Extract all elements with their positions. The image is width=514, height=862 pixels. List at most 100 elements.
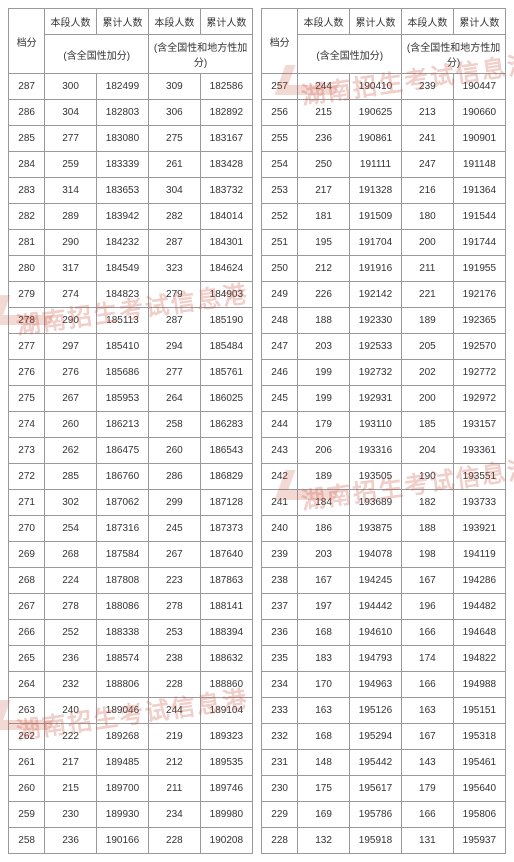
cell-score: 236 — [262, 620, 298, 646]
table-row: 241184193689182193733 — [262, 490, 506, 516]
cell-value: 195640 — [453, 776, 505, 802]
col-seg2: 本段人数 — [149, 9, 201, 35]
cell-value: 187863 — [200, 568, 252, 594]
cell-value: 184014 — [200, 204, 252, 230]
cell-value: 182499 — [96, 74, 148, 100]
table-row: 276276185686277185761 — [9, 360, 253, 386]
cell-score: 253 — [262, 178, 298, 204]
table-row: 230175195617179195640 — [262, 776, 506, 802]
table-row: 254250191111247191148 — [262, 152, 506, 178]
cell-value: 190901 — [453, 126, 505, 152]
table-row: 262222189268219189323 — [9, 724, 253, 750]
cell-value: 185113 — [96, 308, 148, 334]
left-tbody: 2873001824993091825862863041828033061828… — [9, 74, 253, 854]
cell-value: 189980 — [200, 802, 252, 828]
table-row: 245199192931200192972 — [262, 386, 506, 412]
table-row: 258236190166228190208 — [9, 828, 253, 854]
cell-score: 249 — [262, 282, 298, 308]
cell-value: 168 — [298, 724, 350, 750]
table-row: 233163195126163195151 — [262, 698, 506, 724]
cell-value: 299 — [149, 490, 201, 516]
cell-value: 285 — [45, 464, 97, 490]
cell-value: 188860 — [200, 672, 252, 698]
cell-value: 183653 — [96, 178, 148, 204]
cell-value: 186543 — [200, 438, 252, 464]
cell-score: 260 — [9, 776, 45, 802]
cell-value: 290 — [45, 230, 97, 256]
cell-value: 192732 — [349, 360, 401, 386]
cell-value: 186760 — [96, 464, 148, 490]
cell-value: 166 — [402, 672, 454, 698]
cell-value: 192330 — [349, 308, 401, 334]
left-thead: 档分 本段人数 累计人数 本段人数 累计人数 (含全国性加分) (含全国性和地方… — [9, 9, 253, 74]
cell-score: 238 — [262, 568, 298, 594]
cell-value: 189746 — [200, 776, 252, 802]
cell-value: 184624 — [200, 256, 252, 282]
cell-value: 193689 — [349, 490, 401, 516]
cell-value: 168 — [298, 620, 350, 646]
cell-value: 186829 — [200, 464, 252, 490]
cell-value: 195617 — [349, 776, 401, 802]
cell-value: 199 — [298, 360, 350, 386]
cell-value: 234 — [149, 802, 201, 828]
cell-score: 255 — [262, 126, 298, 152]
cell-value: 289 — [45, 204, 97, 230]
cell-value: 196 — [402, 594, 454, 620]
cell-score: 281 — [9, 230, 45, 256]
col-seg1: 本段人数 — [45, 9, 97, 35]
cell-value: 302 — [45, 490, 97, 516]
cell-value: 286 — [149, 464, 201, 490]
col-score: 档分 — [9, 9, 45, 74]
cell-value: 184 — [298, 490, 350, 516]
cell-value: 244 — [298, 74, 350, 100]
cell-score: 256 — [262, 100, 298, 126]
cell-value: 239 — [402, 74, 454, 100]
cell-value: 194822 — [453, 646, 505, 672]
cell-value: 194245 — [349, 568, 401, 594]
cell-score: 267 — [9, 594, 45, 620]
cell-value: 166 — [402, 802, 454, 828]
cell-value: 206 — [298, 438, 350, 464]
cell-value: 232 — [45, 672, 97, 698]
cell-value: 192931 — [349, 386, 401, 412]
cell-value: 187062 — [96, 490, 148, 516]
cell-value: 278 — [45, 594, 97, 620]
col-cum2: 累计人数 — [453, 9, 505, 35]
cell-value: 190625 — [349, 100, 401, 126]
table-row: 284259183339261183428 — [9, 152, 253, 178]
cell-value: 183942 — [96, 204, 148, 230]
cell-value: 240 — [45, 698, 97, 724]
cell-score: 274 — [9, 412, 45, 438]
cell-value: 195918 — [349, 828, 401, 854]
cell-value: 182892 — [200, 100, 252, 126]
cell-value: 190410 — [349, 74, 401, 100]
cell-value: 192772 — [453, 360, 505, 386]
cell-score: 254 — [262, 152, 298, 178]
cell-value: 186213 — [96, 412, 148, 438]
note2: (含全国性和地方性加分) — [149, 35, 253, 74]
cell-value: 180 — [402, 204, 454, 230]
cell-value: 191509 — [349, 204, 401, 230]
cell-value: 197 — [298, 594, 350, 620]
cell-value: 191955 — [453, 256, 505, 282]
cell-value: 183080 — [96, 126, 148, 152]
cell-value: 194482 — [453, 594, 505, 620]
cell-value: 193551 — [453, 464, 505, 490]
cell-score: 258 — [9, 828, 45, 854]
cell-value: 244 — [149, 698, 201, 724]
cell-score: 271 — [9, 490, 45, 516]
cell-value: 309 — [149, 74, 201, 100]
table-row: 261217189485212189535 — [9, 750, 253, 776]
cell-value: 192972 — [453, 386, 505, 412]
cell-value: 187128 — [200, 490, 252, 516]
table-row: 264232188806228188860 — [9, 672, 253, 698]
table-row: 281290184232287184301 — [9, 230, 253, 256]
cell-score: 230 — [262, 776, 298, 802]
cell-value: 260 — [45, 412, 97, 438]
cell-value: 212 — [149, 750, 201, 776]
cell-score: 275 — [9, 386, 45, 412]
cell-score: 280 — [9, 256, 45, 282]
cell-value: 195786 — [349, 802, 401, 828]
table-row: 282289183942282184014 — [9, 204, 253, 230]
cell-value: 211 — [149, 776, 201, 802]
